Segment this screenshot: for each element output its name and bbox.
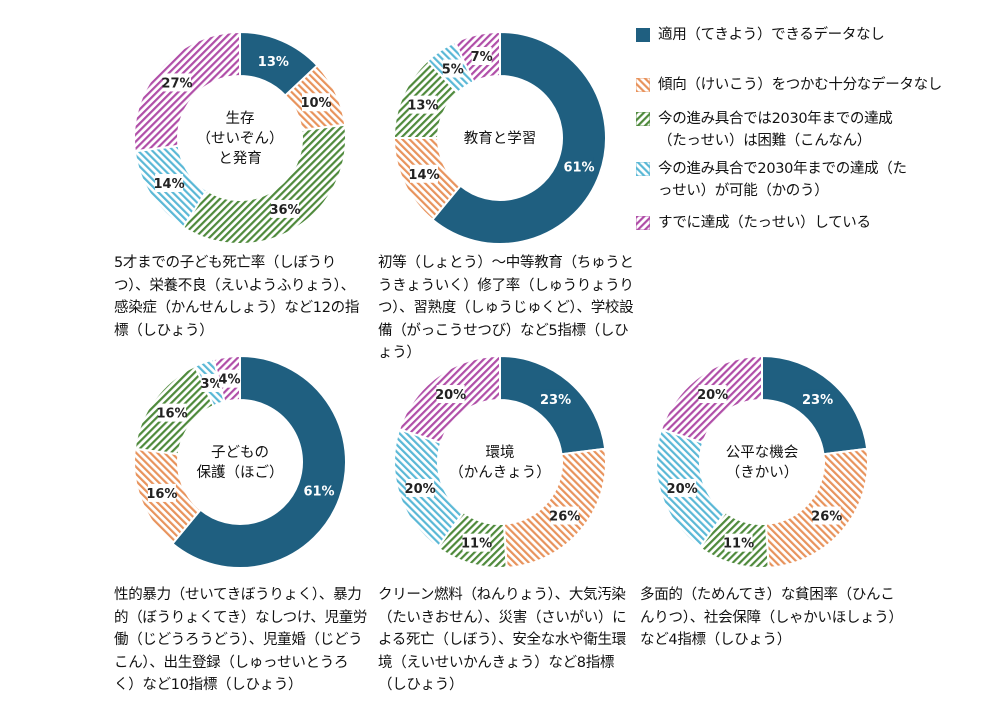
slice-label: 4% <box>218 373 240 388</box>
slice-label-background <box>406 478 435 497</box>
slice-label-background <box>698 385 727 404</box>
chart-title: （きかい） <box>726 464 799 481</box>
chart-caption: 性的暴力（せいてきぼうりょく）、暴力的（ぼうりょくてき）なしつけ、児童労働（じど… <box>114 587 368 693</box>
slice-label: 27% <box>161 76 192 91</box>
slice-label-background <box>147 483 176 502</box>
legend-item: 今の進み具合では2030年までの達成（たっせい）は困難（こんなん） <box>636 108 996 152</box>
slice-label-background <box>803 389 832 408</box>
slice-label: 16% <box>156 407 187 422</box>
chart-title: 子どもの <box>211 444 269 461</box>
slice-label: 5% <box>442 63 464 78</box>
legend-label: 適用（てきよう）できるデータなし <box>658 27 885 43</box>
chart-title: 公平な機会 <box>726 444 799 461</box>
slice-label-background <box>271 199 300 218</box>
legend-swatch-1 <box>636 28 650 42</box>
chart-caption: 初等（しょとう）～中等教育（ちゅうとうきょういく）修了率（しゅうりょうりつ）、習… <box>378 255 634 361</box>
slice-label-background <box>436 385 465 404</box>
donut-slice <box>431 30 607 245</box>
slice-label-background <box>442 59 463 78</box>
slice-label: 20% <box>697 388 728 403</box>
slice-label: 3% <box>201 377 223 392</box>
slice-label: 26% <box>811 510 842 525</box>
slice-label-background <box>462 533 491 552</box>
chart-title: 教育と学習 <box>464 130 537 147</box>
slice-label: 20% <box>667 482 698 497</box>
donut-slice <box>133 30 241 153</box>
chart-title: 生存 <box>226 110 255 127</box>
slice-label: 23% <box>802 393 833 408</box>
slice-label: 26% <box>549 510 580 525</box>
slice-label-background <box>305 481 334 500</box>
legend-item: 今の進み具合で2030年までの達成（たっせい）が可能（かのう） <box>636 158 996 202</box>
slice-label: 14% <box>408 168 439 183</box>
slice-label-background <box>812 506 841 525</box>
slice-label: 13% <box>407 99 438 114</box>
slice-label: 23% <box>540 393 571 408</box>
chart-title: （かんきょう） <box>449 464 551 481</box>
slice-label-background <box>302 93 331 112</box>
slice-label: 20% <box>435 388 466 403</box>
slice-label-background <box>201 373 222 392</box>
donut-chart: 23% 26% 11% 20% 20% 公平な機会 （きかい） <box>655 354 869 569</box>
slice-label: 10% <box>300 96 331 111</box>
slice-label-background <box>219 369 240 388</box>
slice-label-background <box>541 389 570 408</box>
donut-chart: 61% 14% 13% 5% 7% 教育と学習 <box>392 30 607 245</box>
donut-chart: 23% 26% 11% 20% 20% 環境 （かんきょう） <box>393 354 607 569</box>
legend-label: すでに達成（たっせい）している <box>658 215 871 231</box>
slice-label: 11% <box>461 537 492 552</box>
slice-label: 13% <box>258 55 289 70</box>
donut-chart: 13% 10% 36% 14% 27% 生存 （せいぞん） と発育 <box>133 30 347 245</box>
slice-label-background <box>471 47 492 66</box>
chart-title: 保護（ほご） <box>197 464 284 481</box>
slice-label-background <box>408 95 437 114</box>
legend-label: 今の進み具合で2030年までの達成（たっせい）が可能（かのう） <box>658 161 907 199</box>
slice-label-background <box>158 403 187 422</box>
slice-label: 7% <box>471 50 493 65</box>
slice-label-background <box>155 174 184 193</box>
legend-item: すでに達成（たっせい）している <box>636 212 996 234</box>
chart-title: と発育 <box>218 150 262 167</box>
slice-label-background <box>409 164 438 183</box>
donut-slice <box>171 354 347 569</box>
legend-swatch-4 <box>636 162 650 176</box>
slice-label: 61% <box>303 484 334 499</box>
slice-label: 16% <box>146 487 177 502</box>
slice-label-background <box>565 157 594 176</box>
slice-label: 20% <box>405 482 436 497</box>
chart-title: （せいぞん） <box>197 130 284 147</box>
legend-item: 適用（てきよう）できるデータなし <box>636 24 996 46</box>
slice-label: 11% <box>723 537 754 552</box>
slice-label: 36% <box>269 203 300 218</box>
legend-swatch-5 <box>636 216 650 230</box>
legend: 適用（てきよう）できるデータなし 傾向（けいこう）をつかむ十分なデータなし 今の… <box>636 24 996 234</box>
legend-label: 今の進み具合では2030年までの達成（たっせい）は困難（こんなん） <box>658 111 893 149</box>
legend-item: 傾向（けいこう）をつかむ十分なデータなし <box>636 74 996 96</box>
chart-caption: 5才までの子ども死亡率（しぼうりつ）、栄養不良（えいようふりょう）、感染症（かん… <box>114 255 360 339</box>
legend-swatch-2 <box>636 78 650 92</box>
slice-label-background <box>550 506 579 525</box>
donut-slice <box>181 123 347 245</box>
legend-swatch-3 <box>636 112 650 126</box>
chart-caption: クリーン燃料（ねんりょう）、大気汚染（たいきおせん）、災害（さいがい）による死亡… <box>378 587 627 693</box>
slice-label-background <box>724 533 753 552</box>
slice-label-background <box>162 73 191 92</box>
legend-label: 傾向（けいこう）をつかむ十分なデータなし <box>658 77 942 93</box>
slice-label-background <box>259 51 288 70</box>
slice-label-background <box>668 478 697 497</box>
chart-title: 環境 <box>486 443 515 461</box>
chart-caption: 多面的（ためんてき）な貧困率（ひんこんりつ）、社会保障（しゃかいほしょう）など4… <box>640 587 896 648</box>
slice-label: 14% <box>154 177 185 192</box>
slice-label: 61% <box>563 160 594 175</box>
